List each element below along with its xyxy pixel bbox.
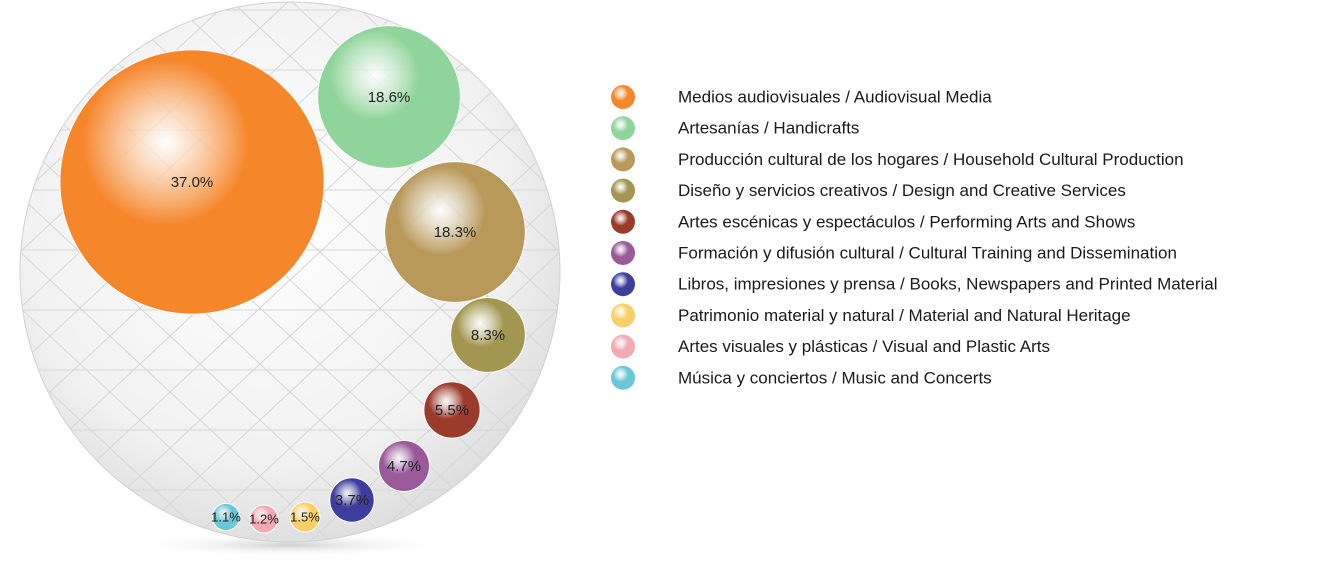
data-label: 3.7% [335, 492, 369, 509]
legend-label: Formación y difusión cultural / Cultural… [678, 243, 1177, 262]
data-label: 1.5% [290, 509, 320, 524]
legend-label: Artes visuales y plásticas / Visual and … [678, 337, 1050, 356]
legend-marker [611, 179, 635, 203]
legend: Medios audiovisuales / Audiovisual Media… [611, 85, 1218, 390]
legend-marker [611, 116, 635, 140]
legend-marker [611, 303, 635, 327]
legend-marker [611, 272, 635, 296]
data-label: 18.3% [434, 224, 477, 241]
legend-marker [611, 241, 635, 265]
data-label: 18.6% [368, 89, 411, 106]
legend-marker [611, 335, 635, 359]
data-label: 37.0% [171, 174, 214, 191]
legend-label: Música y conciertos / Music and Concerts [678, 368, 992, 387]
data-label: 8.3% [471, 327, 505, 344]
legend-marker [611, 85, 635, 109]
data-label: 1.1% [211, 509, 241, 524]
chart: 37.0% 18.6% 18.3% 8.3% 5.5% 4.7% 3.7% 1.5% 1.2% 1… [0, 0, 1322, 562]
legend-marker [611, 366, 635, 390]
legend-label: Patrimonio material y natural / Material… [678, 306, 1131, 325]
legend-marker [611, 147, 635, 171]
legend-label: Diseño y servicios creativos / Design an… [678, 181, 1126, 200]
legend-marker [611, 210, 635, 234]
data-label: 1.2% [249, 511, 279, 526]
data-label: 4.7% [387, 458, 421, 475]
legend-label: Artesanías / Handicrafts [678, 119, 859, 138]
data-label: 5.5% [435, 402, 469, 419]
legend-label: Producción cultural de los hogares / Hou… [678, 150, 1184, 169]
legend-label: Medios audiovisuales / Audiovisual Media [678, 87, 992, 106]
legend-label: Libros, impresiones y prensa / Books, Ne… [678, 275, 1218, 294]
legend-label: Artes escénicas y espectáculos / Perform… [678, 212, 1135, 231]
